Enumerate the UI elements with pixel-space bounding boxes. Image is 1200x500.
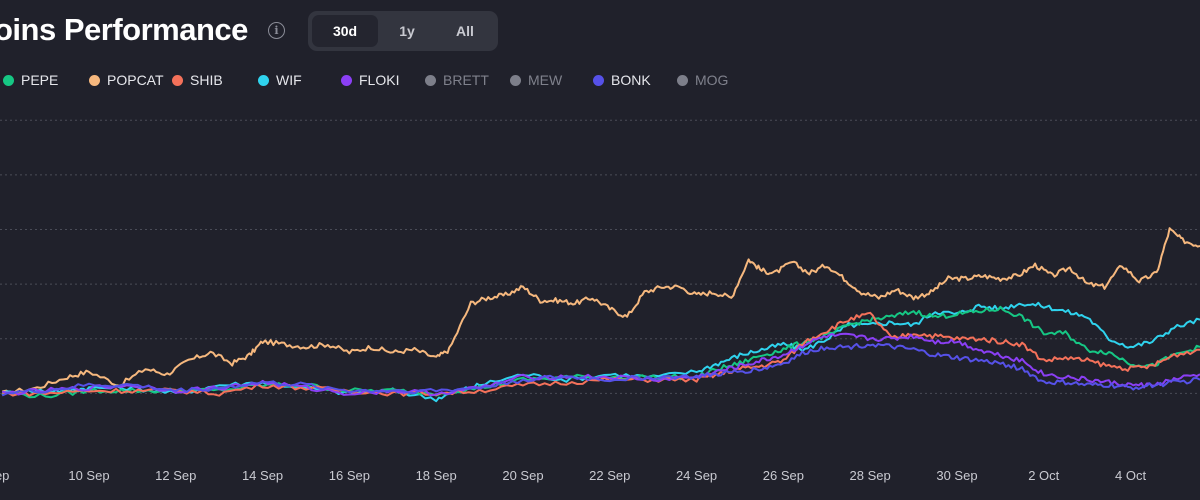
x-tick-label: 4 Oct [1115,468,1146,483]
legend-label: FLOKI [359,72,400,88]
x-tick-label: 10 Sep [68,468,109,483]
legend-label: MOG [695,72,729,88]
legend-item-shib[interactable]: SHIB [172,70,223,90]
x-tick-label: 24 Sep [676,468,717,483]
legend-dot-floki [341,75,352,86]
series-line-popcat[interactable] [1,227,1200,396]
legend-dot-wif [258,75,269,86]
legend-dot-brett [425,75,436,86]
range-all-button[interactable]: All [456,23,474,39]
x-tick-label: 20 Sep [502,468,543,483]
legend-item-popcat[interactable]: POPCAT [89,70,164,90]
x-tick-label: 18 Sep [416,468,457,483]
chart-legend: PEPE POPCAT SHIB WIF FLOKI BRETT MEW BON… [0,70,1200,90]
series-line-pepe[interactable] [1,305,1200,399]
x-tick-label: 28 Sep [850,468,891,483]
legend-label: BRETT [443,72,489,88]
legend-dot-mew [510,75,521,86]
legend-label: SHIB [190,72,223,88]
page-title: oins Performance [0,12,248,47]
legend-dot-mog [677,75,688,86]
series-line-shib[interactable] [2,311,1200,397]
info-icon[interactable]: i [268,22,285,39]
legend-dot-popcat [89,75,100,86]
legend-label: BONK [611,72,651,88]
x-tick-label: 30 Sep [936,468,977,483]
x-tick-label: 22 Sep [589,468,630,483]
legend-item-floki[interactable]: FLOKI [341,70,399,90]
legend-dot-shib [172,75,183,86]
legend-item-pepe[interactable]: PEPE [3,70,58,90]
legend-label: WIF [276,72,302,88]
legend-item-brett[interactable]: BRETT [425,70,489,90]
x-tick-label: 26 Sep [763,468,804,483]
x-tick-label: 2 Oct [1028,468,1059,483]
series-line-floki[interactable] [2,332,1200,397]
legend-item-mog[interactable]: MOG [677,70,728,90]
legend-item-wif[interactable]: WIF [258,70,302,90]
legend-dot-pepe [3,75,14,86]
x-tick-label: 14 Sep [242,468,283,483]
legend-label: PEPE [21,72,59,88]
series-line-wif[interactable] [1,301,1200,403]
range-1y-button[interactable]: 1y [399,23,415,39]
range-30d-button[interactable]: 30d [312,15,378,47]
x-tick-label: 12 Sep [155,468,196,483]
legend-label: POPCAT [107,72,164,88]
time-range-toggle: 30d 1y All [308,11,498,51]
series-line-bonk[interactable] [1,342,1200,397]
legend-item-mew[interactable]: MEW [510,70,562,90]
x-tick-label: ep [0,468,9,483]
legend-dot-bonk [593,75,604,86]
legend-label: MEW [528,72,563,88]
legend-item-bonk[interactable]: BONK [593,70,651,90]
x-tick-label: 16 Sep [329,468,370,483]
